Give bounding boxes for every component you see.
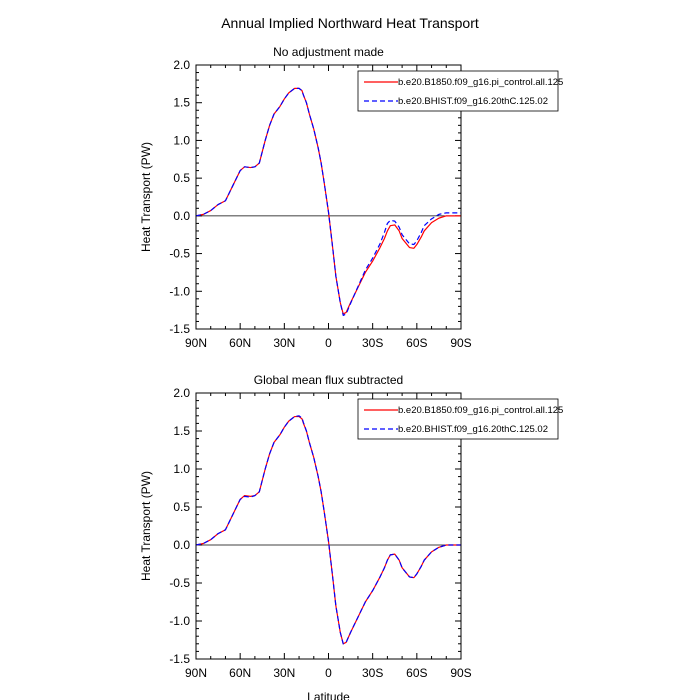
y-tick-label: -1.0 xyxy=(169,614,190,628)
y-tick-label: -1.5 xyxy=(169,322,190,336)
legend-box xyxy=(357,70,559,112)
legend-label: b.e20.BHIST.f09_g16.20thC.125.02 xyxy=(398,424,548,435)
x-tick-label: 0 xyxy=(325,336,332,350)
y-tick-label: -0.5 xyxy=(169,247,190,261)
legend: b.e20.B1850.f09_g16.pi_control.all.125 b.… xyxy=(357,70,563,112)
series-line-1 xyxy=(195,415,461,645)
y-tick-label: -1.0 xyxy=(169,284,190,298)
x-tick-label: 90S xyxy=(450,666,471,680)
legend-label: b.e20.BHIST.f09_g16.20thC.125.02 xyxy=(398,96,548,107)
x-tick-label: 90N xyxy=(185,666,207,680)
series-line-1 xyxy=(195,87,461,315)
y-tick-label: 2.0 xyxy=(173,58,190,72)
y-axis-label: Heat Transport (PW) xyxy=(139,142,153,252)
y-tick-label: 0.0 xyxy=(173,209,190,223)
y-tick-label: 1.0 xyxy=(173,462,190,476)
legend-label: b.e20.B1850.f09_g16.pi_control.all.125 xyxy=(398,405,563,416)
y-tick-label: 0.0 xyxy=(173,538,190,552)
y-tick-label: 0.5 xyxy=(173,171,190,185)
series-line-2 xyxy=(195,415,461,645)
x-tick-label: 90N xyxy=(185,336,207,350)
y-tick-label: 1.5 xyxy=(173,424,190,438)
x-tick-label: 60S xyxy=(406,336,427,350)
y-tick-label: 1.5 xyxy=(173,96,190,110)
y-tick-label: 1.0 xyxy=(173,133,190,147)
x-tick-label: 60S xyxy=(406,666,427,680)
x-axis-label: Latitude xyxy=(307,690,350,700)
y-tick-label: 0.5 xyxy=(173,500,190,514)
x-tick-label: 30N xyxy=(273,666,295,680)
x-tick-label: 30N xyxy=(273,336,295,350)
y-axis-label: Heat Transport (PW) xyxy=(139,471,153,581)
figure-title: Annual Implied Northward Heat Transport xyxy=(221,15,479,31)
y-tick-label: -1.5 xyxy=(169,652,190,666)
x-tick-label: 60N xyxy=(229,336,251,350)
series-line-2 xyxy=(195,87,461,317)
plot-frame xyxy=(195,64,462,330)
y-tick-label: -0.5 xyxy=(169,576,190,590)
legend-box xyxy=(357,398,559,440)
legend-label: b.e20.B1850.f09_g16.pi_control.all.125 xyxy=(398,77,563,88)
x-tick-label: 30S xyxy=(362,336,383,350)
panel-title: No adjustment made xyxy=(273,45,384,59)
legend: b.e20.B1850.f09_g16.pi_control.all.125 b.… xyxy=(357,398,563,440)
x-tick-label: 30S xyxy=(362,666,383,680)
y-tick-label: 2.0 xyxy=(173,386,190,400)
x-tick-label: 0 xyxy=(325,666,332,680)
panel-top: No adjustment made 90N 60N 30N 0 30S 60S 90S -1.… xyxy=(139,45,563,350)
panel-bottom: Global mean flux subtracted 90N 60N 30N 0 30S… xyxy=(139,373,563,700)
x-tick-label: 60N xyxy=(229,666,251,680)
plot-frame xyxy=(195,392,462,660)
x-tick-label: 90S xyxy=(450,336,471,350)
panel-title: Global mean flux subtracted xyxy=(254,373,403,387)
